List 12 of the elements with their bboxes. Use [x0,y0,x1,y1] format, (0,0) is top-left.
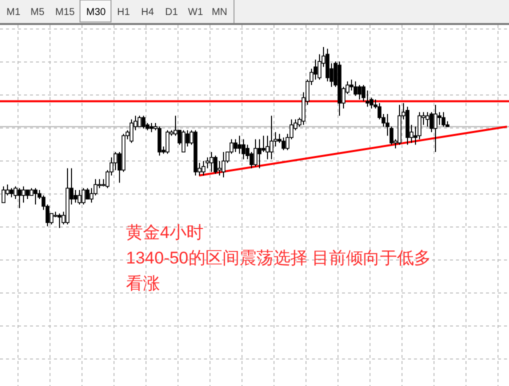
text: 1340-50的区间震荡选择 目前倾向于低多 [126,248,432,268]
text: M5 [30,7,45,18]
text: M1 [6,7,21,18]
text: W1 [188,7,204,18]
text: D1 [165,7,178,18]
text: 看涨 [126,274,160,293]
annotation: 黄金4小时 [126,223,204,242]
text: H4 [141,7,154,18]
text: MN [212,7,228,18]
text: M30 [86,7,106,18]
text: M15 [55,7,76,18]
text: H1 [117,7,130,18]
